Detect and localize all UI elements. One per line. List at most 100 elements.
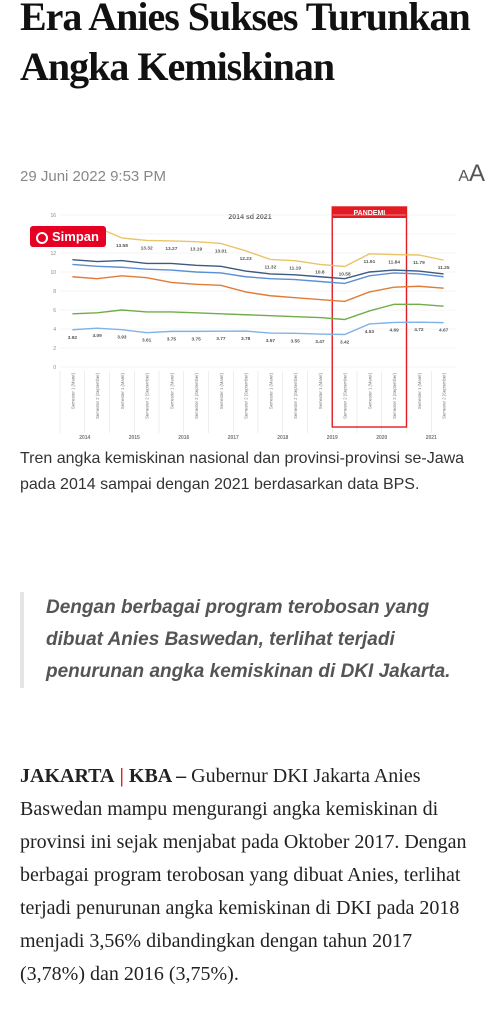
series-line bbox=[72, 226, 444, 268]
year-label: 2016 bbox=[178, 435, 189, 440]
data-label: 10.58 bbox=[339, 271, 351, 277]
x-tick-label: Semester 2 (September) bbox=[95, 372, 100, 418]
data-label: 13.32 bbox=[141, 245, 153, 251]
series-line bbox=[72, 303, 444, 321]
y-tick-label: 4 bbox=[53, 327, 56, 333]
font-large-icon: A bbox=[468, 160, 485, 187]
series-line bbox=[72, 263, 444, 285]
x-tick: Semester 2 (September) bbox=[293, 372, 298, 418]
x-tick-label: Semester 2 (September) bbox=[343, 372, 348, 418]
series-line bbox=[72, 321, 444, 336]
data-label: 10.8 bbox=[315, 269, 325, 275]
data-label: 3.55 bbox=[290, 338, 300, 344]
x-tick: Semester 2 (September) bbox=[392, 372, 397, 418]
year-label: 2015 bbox=[129, 435, 140, 440]
x-tick-label: Semester 1 (Maret) bbox=[120, 372, 125, 409]
font-size-button[interactable]: AA bbox=[458, 160, 485, 188]
x-tick-label: Semester 2 (September) bbox=[194, 372, 199, 418]
dateline: JAKARTA bbox=[20, 765, 115, 787]
year-label: 2017 bbox=[228, 435, 239, 440]
x-tick: Semester 1 (Maret) bbox=[70, 372, 75, 409]
x-tick: Semester 2 (September) bbox=[194, 372, 199, 418]
y-tick-label: 2 bbox=[53, 346, 56, 352]
data-label: 4.09 bbox=[92, 333, 102, 339]
data-label: 3.92 bbox=[68, 335, 78, 341]
chart-title: 2014 sd 2021 bbox=[228, 214, 271, 221]
data-label: 3.93 bbox=[117, 335, 127, 341]
data-label: 4.72 bbox=[414, 327, 424, 333]
x-tick-label: Semester 2 (September) bbox=[293, 372, 298, 418]
x-tick-label: Semester 1 (Maret) bbox=[318, 372, 323, 409]
pull-quote: Dengan berbagai program terobosan yang d… bbox=[20, 592, 486, 688]
save-button[interactable]: Simpan bbox=[30, 226, 106, 247]
pinterest-icon bbox=[36, 232, 48, 244]
data-label: 4.53 bbox=[365, 329, 375, 335]
highlight-box bbox=[331, 206, 408, 428]
x-tick: Semester 1 (Maret) bbox=[169, 372, 174, 409]
data-label: 11.25 bbox=[438, 265, 450, 271]
article-date: 29 Juni 2022 9:53 PM bbox=[20, 168, 166, 185]
year-label: 2014 bbox=[79, 435, 90, 440]
body-text: Gubernur DKI Jakarta Anies Baswedan mamp… bbox=[20, 765, 467, 985]
data-label: 11.84 bbox=[388, 260, 400, 266]
data-label: 4.69 bbox=[389, 327, 399, 333]
x-tick: Semester 2 (September) bbox=[145, 372, 150, 418]
y-tick-label: 6 bbox=[53, 308, 56, 314]
data-label: 11.79 bbox=[413, 260, 425, 266]
x-tick-label: Semester 1 (Maret) bbox=[417, 372, 422, 409]
highlight-label: PANDEMI bbox=[353, 210, 385, 217]
data-label: 3.75 bbox=[191, 336, 201, 342]
article-body: JAKARTA | KBA – Gubernur DKI Jakarta Ani… bbox=[20, 760, 482, 991]
data-label: 3.61 bbox=[142, 338, 152, 344]
x-tick: Semester 1 (Maret) bbox=[367, 372, 372, 409]
x-tick: Semester 1 (Maret) bbox=[318, 372, 323, 409]
data-label: 11.91 bbox=[364, 259, 376, 265]
year-label: 2018 bbox=[277, 435, 288, 440]
data-label: 3.57 bbox=[266, 338, 276, 344]
data-label: 3.75 bbox=[167, 336, 177, 342]
year-label: 2021 bbox=[426, 435, 437, 440]
article-title: Era Anies Sukses Turunkan Angka Kemiskin… bbox=[20, 0, 471, 89]
series-line bbox=[72, 258, 444, 280]
x-tick: Semester 1 (Maret) bbox=[268, 372, 273, 409]
data-label: 11.19 bbox=[289, 266, 301, 272]
x-tick: Semester 1 (Maret) bbox=[417, 372, 422, 409]
x-tick-label: Semester 2 (September) bbox=[442, 372, 447, 418]
x-tick-label: Semester 1 (Maret) bbox=[169, 372, 174, 409]
highlight-label-bg bbox=[332, 207, 407, 218]
data-label: 13.01 bbox=[215, 248, 227, 254]
figure-caption: Tren angka kemiskinan nasional dan provi… bbox=[20, 450, 465, 493]
source: KBA – bbox=[128, 765, 187, 787]
data-label: 12.23 bbox=[240, 256, 252, 262]
x-tick: Semester 2 (September) bbox=[343, 372, 348, 418]
font-small-icon: A bbox=[458, 168, 469, 185]
x-tick-label: Semester 2 (September) bbox=[244, 372, 249, 418]
data-label: 13.19 bbox=[190, 247, 202, 253]
x-tick-label: Semester 1 (Maret) bbox=[367, 372, 372, 409]
y-tick-label: 0 bbox=[53, 365, 56, 371]
y-tick-label: 10 bbox=[50, 270, 56, 276]
save-label: Simpan bbox=[52, 229, 99, 244]
x-tick-label: Semester 2 (September) bbox=[392, 372, 397, 418]
data-label: 3.47 bbox=[315, 339, 325, 345]
x-tick: Semester 2 (September) bbox=[442, 372, 447, 418]
x-tick-label: Semester 1 (Maret) bbox=[268, 372, 273, 409]
series-line bbox=[72, 275, 444, 303]
x-tick: Semester 1 (Maret) bbox=[219, 372, 224, 409]
y-tick-label: 8 bbox=[53, 289, 56, 295]
y-tick-label: 16 bbox=[50, 213, 56, 219]
data-label: 3.77 bbox=[216, 336, 226, 342]
x-tick-label: Semester 1 (Maret) bbox=[70, 372, 75, 409]
separator: | bbox=[119, 765, 124, 787]
data-label: 3.42 bbox=[340, 340, 350, 346]
y-tick-label: 12 bbox=[50, 251, 56, 257]
year-label: 2019 bbox=[327, 435, 338, 440]
year-label: 2020 bbox=[376, 435, 387, 440]
x-tick: Semester 2 (September) bbox=[95, 372, 100, 418]
data-label: 11.32 bbox=[265, 264, 277, 270]
x-tick-label: Semester 2 (September) bbox=[145, 372, 150, 418]
data-label: 13.27 bbox=[165, 246, 177, 252]
data-label: 13.58 bbox=[116, 243, 128, 249]
data-label: 3.78 bbox=[241, 336, 251, 342]
x-tick: Semester 2 (September) bbox=[244, 372, 249, 418]
